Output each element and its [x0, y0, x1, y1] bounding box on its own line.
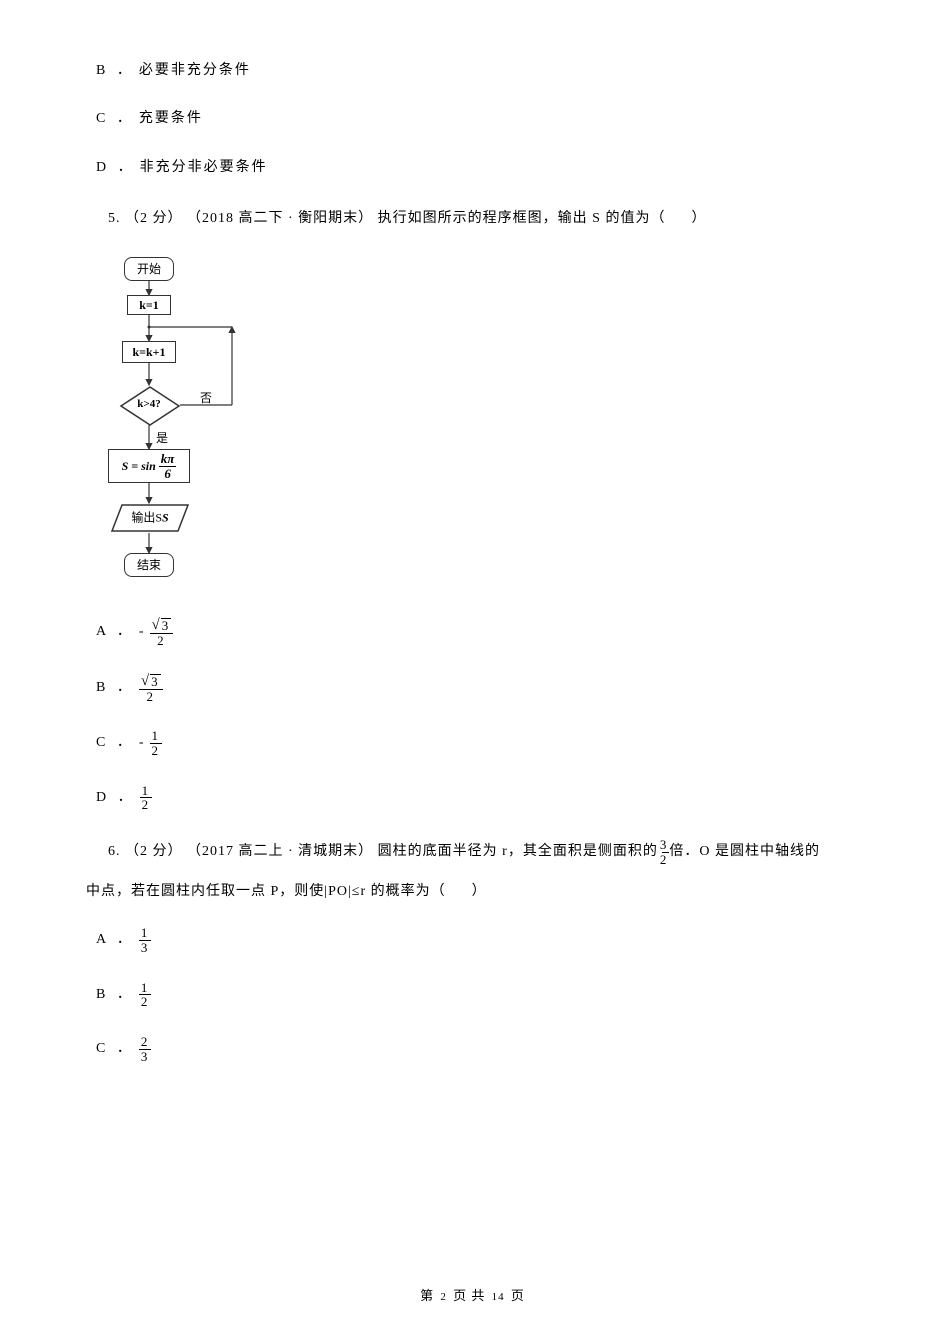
- option-label: D ．: [96, 787, 136, 809]
- flowchart-step-incr: k=k+1: [122, 341, 176, 363]
- question-6: 6. （2 分） （2017 高二上 · 清城期末） 圆柱的底面半径为 r，其全…: [90, 838, 855, 906]
- flowchart-label-yes: 是: [156, 429, 168, 448]
- option-label: A ．: [96, 929, 135, 951]
- option-d: D ． 非充分非必要条件: [90, 157, 855, 179]
- option-label: B ．: [96, 677, 135, 699]
- flowchart-condition: k>4?: [119, 385, 179, 425]
- option-text: 必要非充分条件: [139, 60, 251, 82]
- q5-option-b: B ． √3 2: [90, 673, 855, 703]
- q6-text-line2: 中点，若在圆柱内任取一点 P，则使|PO|≤r 的概率为（: [90, 878, 446, 906]
- option-label: D ．: [96, 157, 136, 179]
- q5-option-d: D ． 1 2: [90, 784, 855, 812]
- flowchart: 开始 k=1 k=k+1 k>4? 否 是 S = sin kπ 6 输出SS …: [92, 253, 292, 593]
- fraction: √3 2: [150, 617, 174, 647]
- flowchart-output: 输出SS: [110, 503, 190, 533]
- fraction: 1 3: [139, 926, 152, 954]
- q6-text-b: 倍．O 是圆柱中轴线的: [673, 838, 820, 866]
- option-text: 充要条件: [139, 108, 203, 130]
- flowchart-start: 开始: [124, 257, 174, 281]
- fraction: 1 2: [150, 729, 163, 757]
- fraction: 3 2: [662, 838, 670, 866]
- fraction: 2 3: [139, 1035, 152, 1063]
- fraction: 1 2: [139, 981, 152, 1009]
- q5-suffix: ）: [695, 205, 706, 233]
- option-c: C ． 充要条件: [90, 108, 855, 130]
- flowchart-end: 结束: [124, 553, 174, 577]
- question-5: 5. （2 分） （2018 高二下 · 衡阳期末） 执行如图所示的程序框图，输…: [90, 205, 855, 233]
- option-sign: -: [139, 732, 146, 754]
- option-b: B ． 必要非充分条件: [90, 60, 855, 82]
- option-label: B ．: [96, 60, 135, 82]
- q6-suffix: ）: [476, 878, 487, 906]
- flowchart-step-init: k=1: [127, 295, 171, 315]
- option-label: B ．: [96, 984, 135, 1006]
- q6-option-c: C ． 2 3: [90, 1035, 855, 1063]
- flowchart-label-no: 否: [200, 389, 212, 408]
- option-label: C ．: [96, 108, 135, 130]
- option-label: C ．: [96, 732, 135, 754]
- option-sign: -: [139, 621, 146, 643]
- flowchart-formula: S = sin kπ 6: [108, 449, 190, 483]
- page-footer: 第 2 页 共 14 页: [0, 1286, 945, 1307]
- q5-option-c: C ． - 1 2: [90, 729, 855, 757]
- option-label: C ．: [96, 1038, 135, 1060]
- q5-text: 5. （2 分） （2018 高二下 · 衡阳期末） 执行如图所示的程序框图，输…: [112, 205, 665, 233]
- fraction: √3 2: [139, 673, 163, 703]
- option-text: 非充分非必要条件: [140, 157, 268, 179]
- q6-option-b: B ． 1 2: [90, 981, 855, 1009]
- fraction: 1 2: [140, 784, 153, 812]
- option-label: A ．: [96, 621, 135, 643]
- q6-option-a: A ． 1 3: [90, 926, 855, 954]
- q6-text-a: 6. （2 分） （2017 高二上 · 清城期末） 圆柱的底面半径为 r，其全…: [112, 838, 658, 866]
- q5-option-a: A ． - √3 2: [90, 617, 855, 647]
